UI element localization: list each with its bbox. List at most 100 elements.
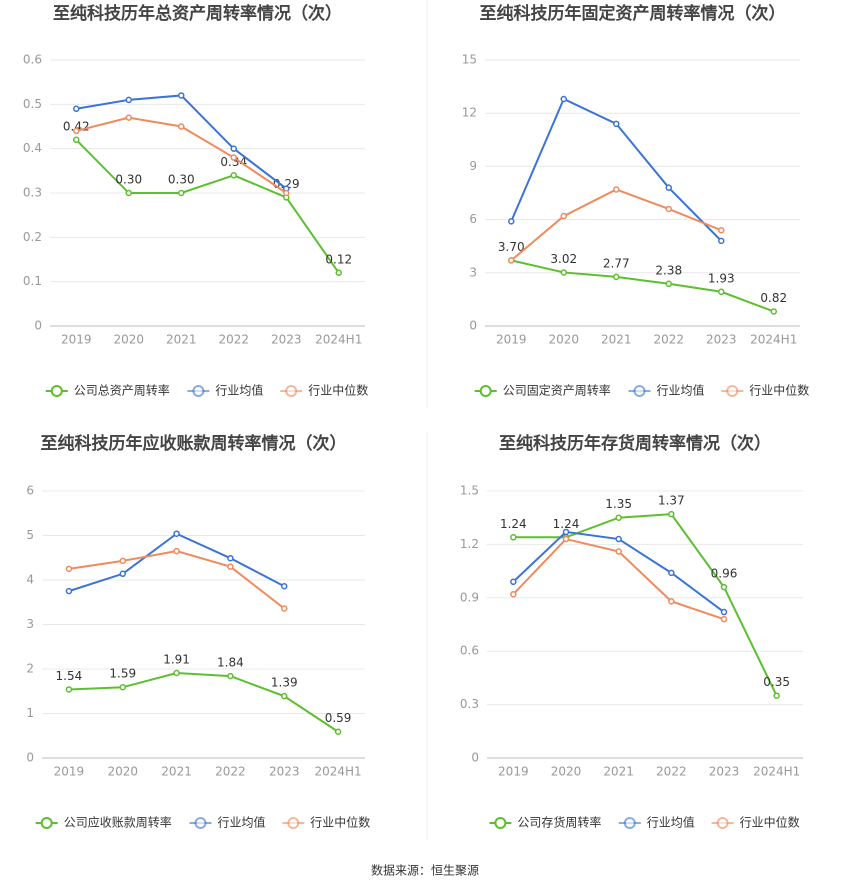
x-tick-label: 2021 bbox=[601, 333, 632, 347]
point bbox=[668, 569, 675, 577]
point bbox=[283, 189, 290, 197]
point bbox=[720, 608, 728, 616]
legend-marker bbox=[623, 817, 636, 829]
x-tick-label: 2020 bbox=[113, 333, 144, 347]
legend-label: 公司固定资产周转率 bbox=[503, 383, 611, 398]
series-line bbox=[68, 671, 339, 733]
point bbox=[510, 578, 517, 586]
y-tick-label: 0 bbox=[469, 319, 477, 333]
data-label: 0.30 bbox=[115, 173, 142, 187]
y-tick-label: 0.5 bbox=[23, 97, 42, 111]
chart-title: 至纯科技历年总资产周转率情况（次） bbox=[53, 3, 342, 24]
data-label: 1.93 bbox=[708, 271, 735, 285]
x-tick-label: 2022 bbox=[218, 333, 249, 347]
point bbox=[73, 127, 80, 135]
y-tick-label: 0.1 bbox=[23, 274, 42, 288]
legend-label: 公司总资产周转率 bbox=[74, 383, 170, 398]
chart-title: 至纯科技历年应收账款周转率情况（次） bbox=[41, 433, 347, 454]
y-tick-label: 0 bbox=[471, 751, 479, 765]
y-tick-label: 4 bbox=[26, 573, 34, 587]
x-tick-label: 2023 bbox=[269, 765, 300, 779]
data-label: 2.38 bbox=[655, 263, 682, 277]
series-line bbox=[513, 513, 778, 697]
legend-label: 行业中位数 bbox=[749, 383, 809, 398]
y-tick-label: 1.2 bbox=[460, 537, 479, 551]
point bbox=[510, 590, 517, 598]
legend-marker bbox=[716, 817, 729, 829]
point bbox=[613, 186, 620, 193]
point bbox=[125, 189, 132, 197]
data-label: 0.12 bbox=[325, 252, 352, 266]
x-tick-label: 2021 bbox=[603, 765, 634, 779]
data-label: 3.02 bbox=[550, 252, 577, 266]
point bbox=[65, 686, 73, 693]
point bbox=[562, 535, 570, 543]
point bbox=[230, 145, 237, 152]
data-label: 0.35 bbox=[763, 675, 790, 689]
point bbox=[173, 530, 180, 537]
point bbox=[227, 672, 234, 680]
data-label: 3.70 bbox=[498, 240, 525, 254]
x-tick-label: 2021 bbox=[166, 333, 197, 347]
point bbox=[560, 212, 567, 220]
point bbox=[665, 280, 672, 288]
point bbox=[770, 308, 777, 315]
point bbox=[668, 510, 675, 518]
data-label: 1.39 bbox=[271, 676, 298, 690]
data-label: 1.59 bbox=[109, 667, 136, 681]
x-tick-label: 2019 bbox=[498, 765, 529, 779]
point bbox=[178, 189, 185, 197]
legend-marker bbox=[50, 385, 63, 397]
y-tick-label: 0.6 bbox=[23, 53, 42, 67]
x-tick-label: 2019 bbox=[496, 333, 527, 347]
data-label: 1.37 bbox=[658, 494, 685, 508]
point bbox=[119, 570, 126, 578]
point bbox=[125, 114, 132, 121]
y-tick-label: 3 bbox=[469, 265, 477, 279]
y-tick-label: 1.5 bbox=[460, 484, 479, 498]
point bbox=[227, 563, 234, 570]
data-label: 1.91 bbox=[163, 653, 190, 667]
point bbox=[615, 514, 622, 521]
x-tick-label: 2024H1 bbox=[753, 765, 800, 779]
y-tick-label: 15 bbox=[462, 53, 477, 67]
data-label: 1.35 bbox=[605, 497, 632, 511]
point bbox=[508, 218, 515, 225]
y-tick-label: 5 bbox=[26, 528, 34, 542]
legend-marker bbox=[192, 385, 205, 397]
legend-marker bbox=[40, 817, 53, 829]
y-tick-label: 9 bbox=[469, 159, 477, 173]
y-tick-label: 0 bbox=[34, 319, 42, 333]
point bbox=[560, 95, 567, 103]
x-tick-label: 2019 bbox=[54, 765, 85, 779]
data-label: 2.77 bbox=[603, 256, 630, 270]
x-tick-label: 2019 bbox=[61, 333, 92, 347]
data-label: 0.30 bbox=[168, 173, 195, 187]
legend-label: 公司应收账款周转率 bbox=[64, 815, 172, 830]
y-tick-label: 0.4 bbox=[23, 141, 42, 155]
legend-marker bbox=[287, 817, 300, 829]
point bbox=[668, 598, 675, 605]
x-tick-label: 2020 bbox=[551, 765, 582, 779]
point bbox=[720, 615, 728, 623]
point bbox=[125, 96, 132, 104]
point bbox=[334, 728, 342, 735]
point bbox=[227, 554, 234, 562]
legend-label: 行业中位数 bbox=[310, 815, 370, 830]
point bbox=[615, 535, 622, 543]
x-tick-label: 2023 bbox=[706, 333, 737, 347]
y-tick-label: 0 bbox=[26, 751, 34, 765]
x-tick-label: 2020 bbox=[548, 333, 579, 347]
data-label: 0.34 bbox=[220, 155, 247, 169]
x-tick-label: 2023 bbox=[709, 765, 740, 779]
point bbox=[119, 557, 126, 565]
legend-label: 行业均值 bbox=[647, 815, 695, 830]
series-line bbox=[75, 139, 340, 274]
point bbox=[178, 92, 185, 99]
point bbox=[560, 269, 567, 276]
point bbox=[510, 534, 517, 541]
point bbox=[720, 583, 728, 591]
y-tick-label: 0.3 bbox=[460, 697, 479, 711]
point bbox=[281, 692, 288, 700]
